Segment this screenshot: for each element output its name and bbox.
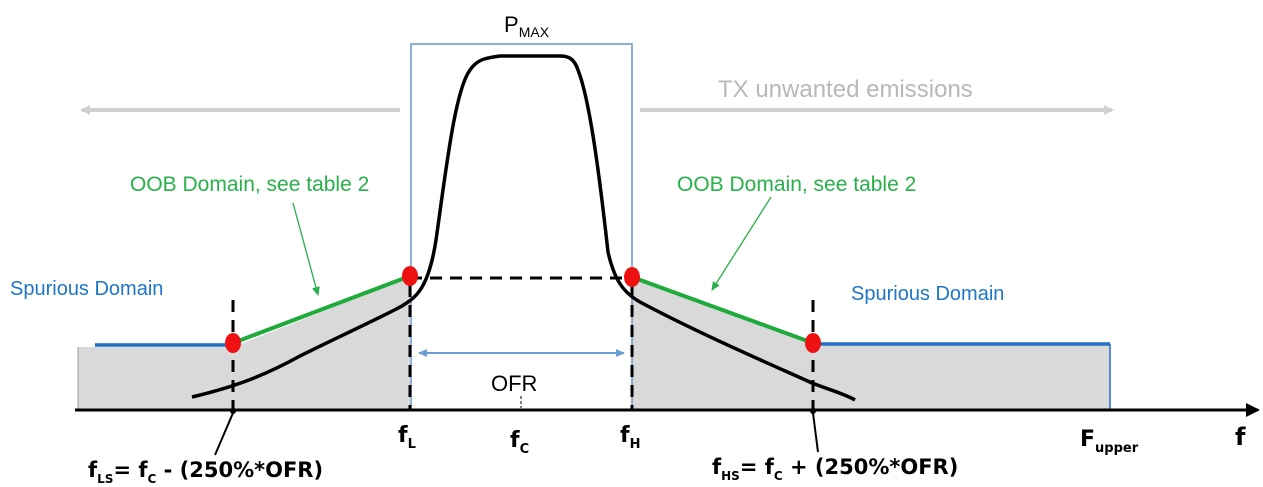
fls-formula: fLS= fC - (250%*OFR): [88, 458, 323, 486]
fhs-marker: [805, 333, 821, 353]
tx-unwanted-label: TX unwanted emissions: [718, 76, 973, 103]
oob-left-pointer: [292, 202, 320, 296]
oob-right-pointer: [711, 196, 772, 291]
fc-label: fC: [510, 428, 529, 457]
fhs-axis-dot: [810, 408, 816, 414]
fl-label: fL: [398, 423, 416, 452]
fh-marker: [624, 267, 640, 287]
right-grey-region: [632, 277, 1110, 410]
oob-label-right: OOB Domain, see table 2: [677, 173, 916, 196]
fls-pointer: [214, 412, 234, 456]
ofr-label: OFR: [491, 371, 537, 396]
pmax-label: PMAX: [504, 12, 550, 40]
fhs-formula: fHS= fC + (250%*OFR): [712, 455, 958, 483]
fhs-pointer: [812, 412, 819, 453]
fls-marker: [225, 333, 241, 353]
fl-marker: [402, 266, 418, 286]
spurious-label-right: Spurious Domain: [851, 283, 1004, 305]
fh-label: fH: [620, 423, 640, 452]
fupper-label: Fupper: [1080, 427, 1139, 456]
f-axis-label: f: [1235, 423, 1246, 451]
oob-line-right: [631, 275, 814, 345]
oob-label-left: OOB Domain, see table 2: [130, 173, 369, 196]
emission-spectrum-curve: [191, 54, 856, 402]
spurious-label-left: Spurious Domain: [10, 278, 163, 300]
pmax-box: [410, 43, 633, 411]
fls-axis-dot: [230, 408, 236, 414]
oob-line-left: [232, 274, 411, 345]
left-grey-region: [78, 277, 410, 410]
